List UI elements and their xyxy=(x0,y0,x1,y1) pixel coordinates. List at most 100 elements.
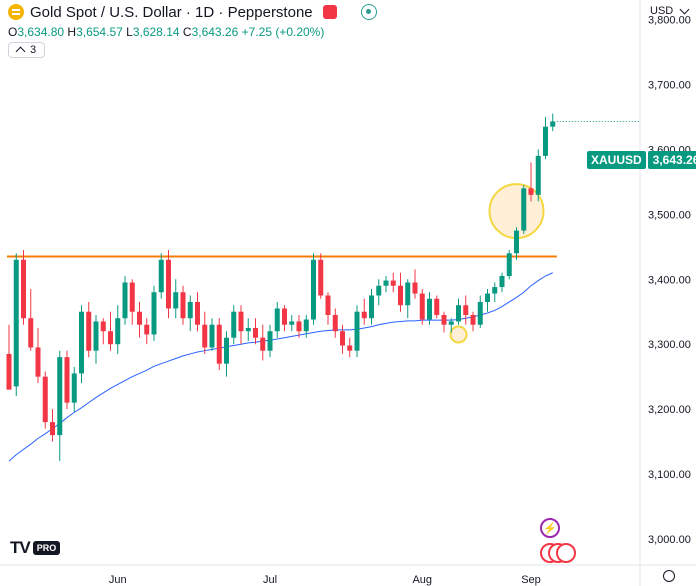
title-row: Gold Spot / U.S. Dollar · 1D · Peppersto… xyxy=(8,2,377,22)
candle-body xyxy=(398,285,403,306)
y-tick-label: 3,700.00 xyxy=(648,79,691,91)
candle-body xyxy=(86,311,92,351)
y-tick-label: 3,200.00 xyxy=(648,404,691,416)
candle-body xyxy=(100,321,106,332)
candle-body xyxy=(325,295,331,315)
candle-body xyxy=(282,308,287,325)
candle-body xyxy=(216,324,222,364)
flag-icon xyxy=(556,543,576,563)
candle-body xyxy=(202,324,208,348)
pro-badge: PRO xyxy=(32,541,61,555)
currency-label: USD xyxy=(650,5,674,17)
lightning-event-icon[interactable]: ⚡ xyxy=(540,518,560,538)
candle-body xyxy=(354,311,360,351)
low-value: 3,628.14 xyxy=(132,25,180,39)
candle-body xyxy=(492,287,498,294)
y-tick-label: 3,800.00 xyxy=(648,14,691,26)
currency-select[interactable]: USD xyxy=(642,0,696,22)
x-tick-label: Aug xyxy=(412,574,432,586)
candle-body xyxy=(550,121,556,127)
candle-body xyxy=(151,292,157,335)
last-price-tag: XAUUSD 3,643.26 xyxy=(587,151,696,169)
candle-body xyxy=(463,305,469,315)
candle-body xyxy=(441,314,447,325)
y-tick-label: 3,100.00 xyxy=(648,469,691,481)
low-label: L xyxy=(126,25,133,39)
candle-body xyxy=(260,337,266,351)
candle-body xyxy=(318,259,324,296)
close-label: C xyxy=(182,25,192,39)
candle-body xyxy=(64,357,70,403)
price-tag-value: 3,643.26 xyxy=(647,151,696,169)
ohlc-values: O3,634.80 H3,654.57 L3,628.14 C3,643.26 … xyxy=(8,24,377,40)
x-tick-label: Sep xyxy=(521,574,541,586)
candle-body xyxy=(434,298,440,315)
candle-body xyxy=(42,376,48,423)
candle-body xyxy=(514,230,519,254)
open-label: O xyxy=(8,25,18,39)
candle-body xyxy=(187,301,193,319)
high-label: H xyxy=(67,25,77,39)
candle-body xyxy=(6,353,12,390)
candle-body xyxy=(405,282,411,306)
candle-body xyxy=(21,259,26,319)
candle-body xyxy=(506,253,512,277)
candle-body xyxy=(245,327,251,332)
change-value: +7.25 (+0.20%) xyxy=(241,25,325,39)
candle-body xyxy=(521,188,527,231)
visibility-icon[interactable] xyxy=(360,4,377,20)
candle-body xyxy=(456,305,461,322)
candle-body xyxy=(340,331,345,346)
candle-body xyxy=(390,280,396,286)
candle-body xyxy=(173,292,179,309)
candle-body xyxy=(376,285,382,296)
candle-body xyxy=(28,318,34,348)
tradingview-mark: TV xyxy=(10,538,31,557)
candle-body xyxy=(13,259,19,387)
candle-body xyxy=(238,311,244,332)
candle-body xyxy=(296,321,302,332)
candle-body xyxy=(35,347,41,377)
indicators-toggle-button[interactable]: 3 xyxy=(8,42,46,58)
moving-average-line xyxy=(8,272,553,462)
chevron-down-icon xyxy=(679,4,690,14)
close-value: 3,643.26 xyxy=(191,25,239,39)
candle-body xyxy=(535,155,541,195)
y-tick-label: 3,300.00 xyxy=(648,339,691,351)
candle-body xyxy=(57,357,63,436)
chevron-down-icon xyxy=(15,46,26,57)
candle-body xyxy=(274,308,280,332)
indicator-count: 3 xyxy=(30,44,37,56)
candle-body xyxy=(543,126,548,156)
x-tick-label: Jul xyxy=(263,574,277,586)
candle-body xyxy=(361,311,367,319)
candle-body xyxy=(108,331,113,345)
candle-body xyxy=(71,373,77,403)
y-tick-label: 3,000.00 xyxy=(648,534,691,546)
symbol-title[interactable]: Gold Spot / U.S. Dollar · 1D · Peppersto… xyxy=(30,3,313,21)
flag-icon[interactable] xyxy=(322,5,337,19)
candle-body xyxy=(470,314,476,325)
tradingview-logo[interactable]: TV PRO xyxy=(10,538,61,558)
y-tick-label: 3,500.00 xyxy=(648,209,691,221)
candle-body xyxy=(93,321,99,351)
candle-body xyxy=(180,292,186,319)
candle-body xyxy=(115,318,121,345)
us-events-icon[interactable] xyxy=(540,543,580,563)
highlight-circle xyxy=(449,325,468,344)
candle-body xyxy=(369,295,374,319)
candle-body xyxy=(224,337,229,364)
candle-body xyxy=(347,345,353,351)
gold-symbol-icon[interactable] xyxy=(8,4,24,20)
open-value: 3,634.80 xyxy=(17,25,65,39)
candle-body xyxy=(137,311,142,325)
y-tick-label: 3,400.00 xyxy=(648,274,691,286)
candle-body xyxy=(427,298,432,320)
candle-body xyxy=(448,321,454,325)
candle-body xyxy=(289,321,295,325)
candle-body xyxy=(144,324,150,335)
settings-icon[interactable] xyxy=(663,570,675,582)
candle-body xyxy=(332,314,338,332)
candle-body xyxy=(166,259,171,309)
